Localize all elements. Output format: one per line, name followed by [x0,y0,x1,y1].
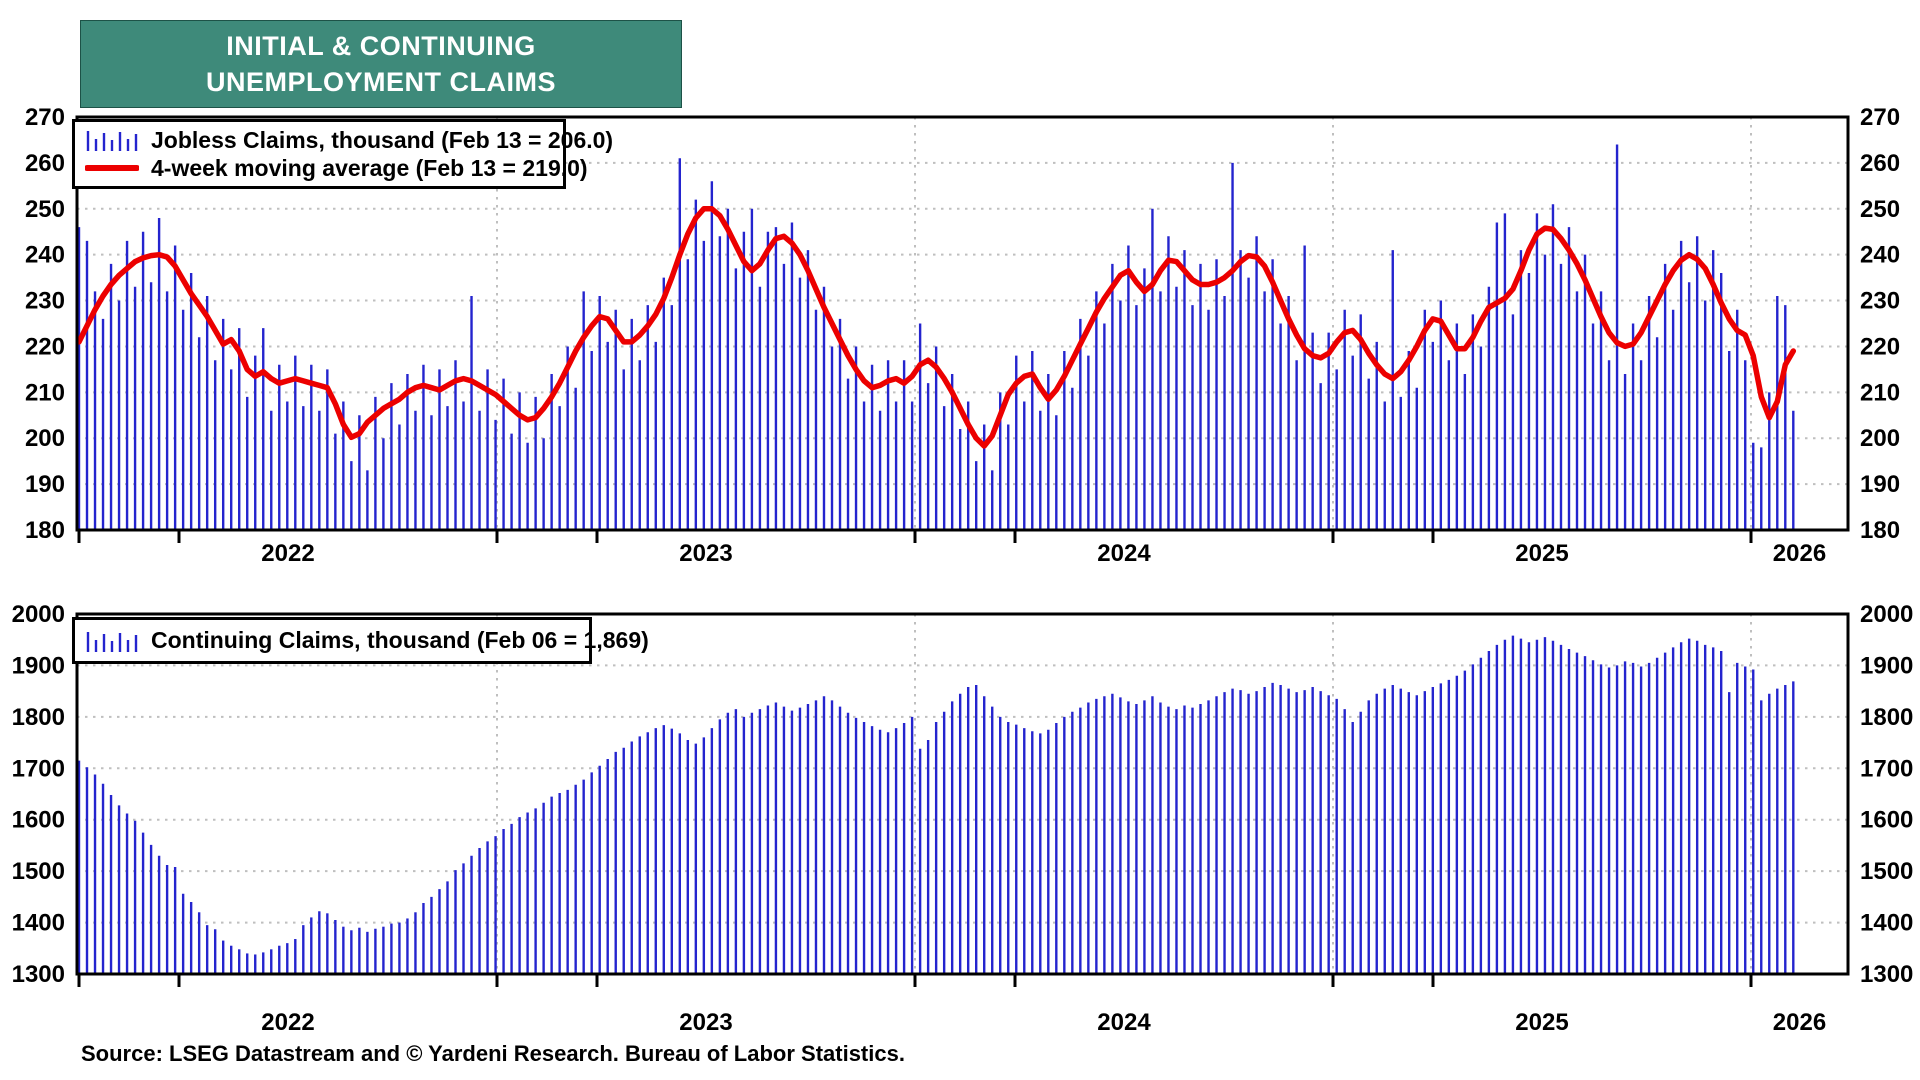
y-tick-label-left: 250 [25,196,65,223]
y-tick-label-right: 200 [1860,425,1900,452]
y-tick-label-right: 1500 [1860,858,1913,885]
bottom-chart-legend: Continuing Claims, thousand (Feb 06 = 1,… [72,617,649,664]
y-tick-label-right: 220 [1860,333,1900,360]
y-tick-label-right: 1800 [1860,704,1913,731]
gridlines [77,614,1848,974]
y-tick-label-right: 270 [1860,104,1900,131]
y-tick-label-left: 1700 [12,755,65,782]
y-tick-label-left: 2000 [12,601,65,628]
y-tick-label-right: 1300 [1860,961,1913,988]
legend-label-continuing-claims: Continuing Claims, thousand (Feb 06 = 1,… [151,627,649,653]
y-axis-labels: 180 180 190 190 200 200 210 210 220 220 230 230 240 2… [25,104,1900,544]
legend-item-moving-average: 4-week moving average (Feb 13 = 219.0) [85,154,588,182]
y-tick-label-left: 240 [25,242,65,269]
x-ticks [77,530,1753,543]
y-tick-label-left: 190 [25,471,65,498]
year-label: 2022 [261,1009,314,1036]
plot-frame [75,612,1850,976]
source-note: Source: LSEG Datastream and © Yardeni Re… [81,1041,905,1066]
y-tick-label-left: 180 [25,517,65,544]
year-label: 2024 [1097,1009,1151,1036]
year-label: 2025 [1515,540,1568,567]
y-tick-label-left: 220 [25,333,65,360]
gridlines [77,117,1848,530]
y-tick-label-right: 2000 [1860,601,1913,628]
legend-label-jobless-claims: Jobless Claims, thousand (Feb 13 = 206.0… [151,126,614,153]
chart-title-line2: UNEMPLOYMENT CLAIMS [206,67,556,97]
chart-title: INITIAL & CONTINUING UNEMPLOYMENT CLAIMS [80,20,682,108]
plot-frame [75,115,1850,532]
blue-bars-icon [85,628,141,654]
x-axis-year-labels: 2022 2023 2024 2025 2026 [261,1009,1826,1036]
y-axis-labels: 1300 1300 1400 1400 1500 1500 1600 1600 1700 1700… [12,601,1914,988]
initial-claims-chart: 180 180 190 190 200 200 210 210 220 220 230 230 240 2… [25,104,1900,567]
year-label: 2023 [679,1009,732,1036]
y-tick-label-left: 1600 [12,807,65,834]
moving-average-line [76,206,1797,449]
y-tick-label-left: 1800 [12,704,65,731]
year-label: 2024 [1097,540,1151,567]
y-tick-label-right: 1600 [1860,807,1913,834]
y-tick-label-left: 210 [25,379,65,406]
y-tick-label-right: 260 [1860,150,1900,177]
year-label: 2026 [1773,540,1826,567]
y-tick-label-right: 1400 [1860,910,1913,937]
year-label: 2026 [1773,1009,1826,1036]
weekly-bars [77,144,1795,529]
y-tick-label-left: 270 [25,104,65,131]
y-tick-label-right: 210 [1860,379,1900,406]
red-line-icon [85,155,141,181]
y-tick-label-right: 180 [1860,517,1900,544]
y-tick-label-left: 1300 [12,961,65,988]
year-label: 2023 [679,540,732,567]
legend-item-continuing-claims: Continuing Claims, thousand (Feb 06 = 1,… [85,625,649,656]
x-axis-year-labels: 2022 2023 2024 2025 2026 [261,540,1826,567]
weekly-bars [77,635,1795,973]
chart-title-line1: INITIAL & CONTINUING [226,31,536,61]
y-tick-label-left: 1500 [12,858,65,885]
y-tick-label-right: 1700 [1860,755,1913,782]
blue-bars-icon [85,127,141,153]
y-tick-label-left: 260 [25,150,65,177]
year-label: 2025 [1515,1009,1568,1036]
y-tick-label-right: 230 [1860,288,1900,315]
legend-label-moving-average: 4-week moving average (Feb 13 = 219.0) [151,154,588,181]
y-tick-label-left: 1900 [12,652,65,679]
x-ticks [77,974,1753,987]
y-tick-label-right: 250 [1860,196,1900,223]
y-tick-label-right: 1900 [1860,652,1913,679]
legend-item-jobless-claims: Jobless Claims, thousand (Feb 13 = 206.0… [85,126,613,154]
top-chart-legend: Jobless Claims, thousand (Feb 13 = 206.0… [72,119,613,189]
y-tick-label-left: 230 [25,288,65,315]
y-tick-label-left: 200 [25,425,65,452]
y-tick-label-right: 240 [1860,242,1900,269]
continuing-claims-chart: 1300 1300 1400 1400 1500 1500 1600 1600 1700 1700… [12,601,1914,1036]
year-label: 2022 [261,540,314,567]
y-tick-label-right: 190 [1860,471,1900,498]
y-tick-label-left: 1400 [12,910,65,937]
